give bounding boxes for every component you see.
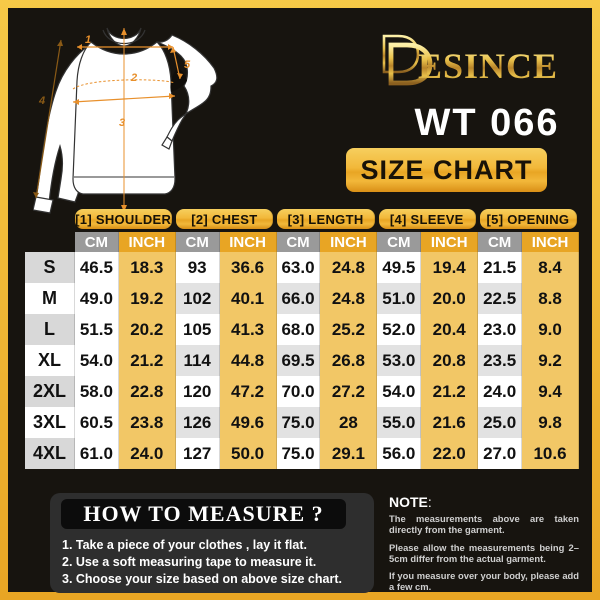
svg-text:1: 1: [85, 34, 91, 46]
svg-text:2: 2: [130, 72, 137, 84]
svg-text:3: 3: [119, 117, 125, 129]
svg-text:ESINCE: ESINCE: [418, 46, 558, 86]
svg-text:4: 4: [38, 95, 45, 107]
svg-text:5: 5: [184, 59, 191, 71]
